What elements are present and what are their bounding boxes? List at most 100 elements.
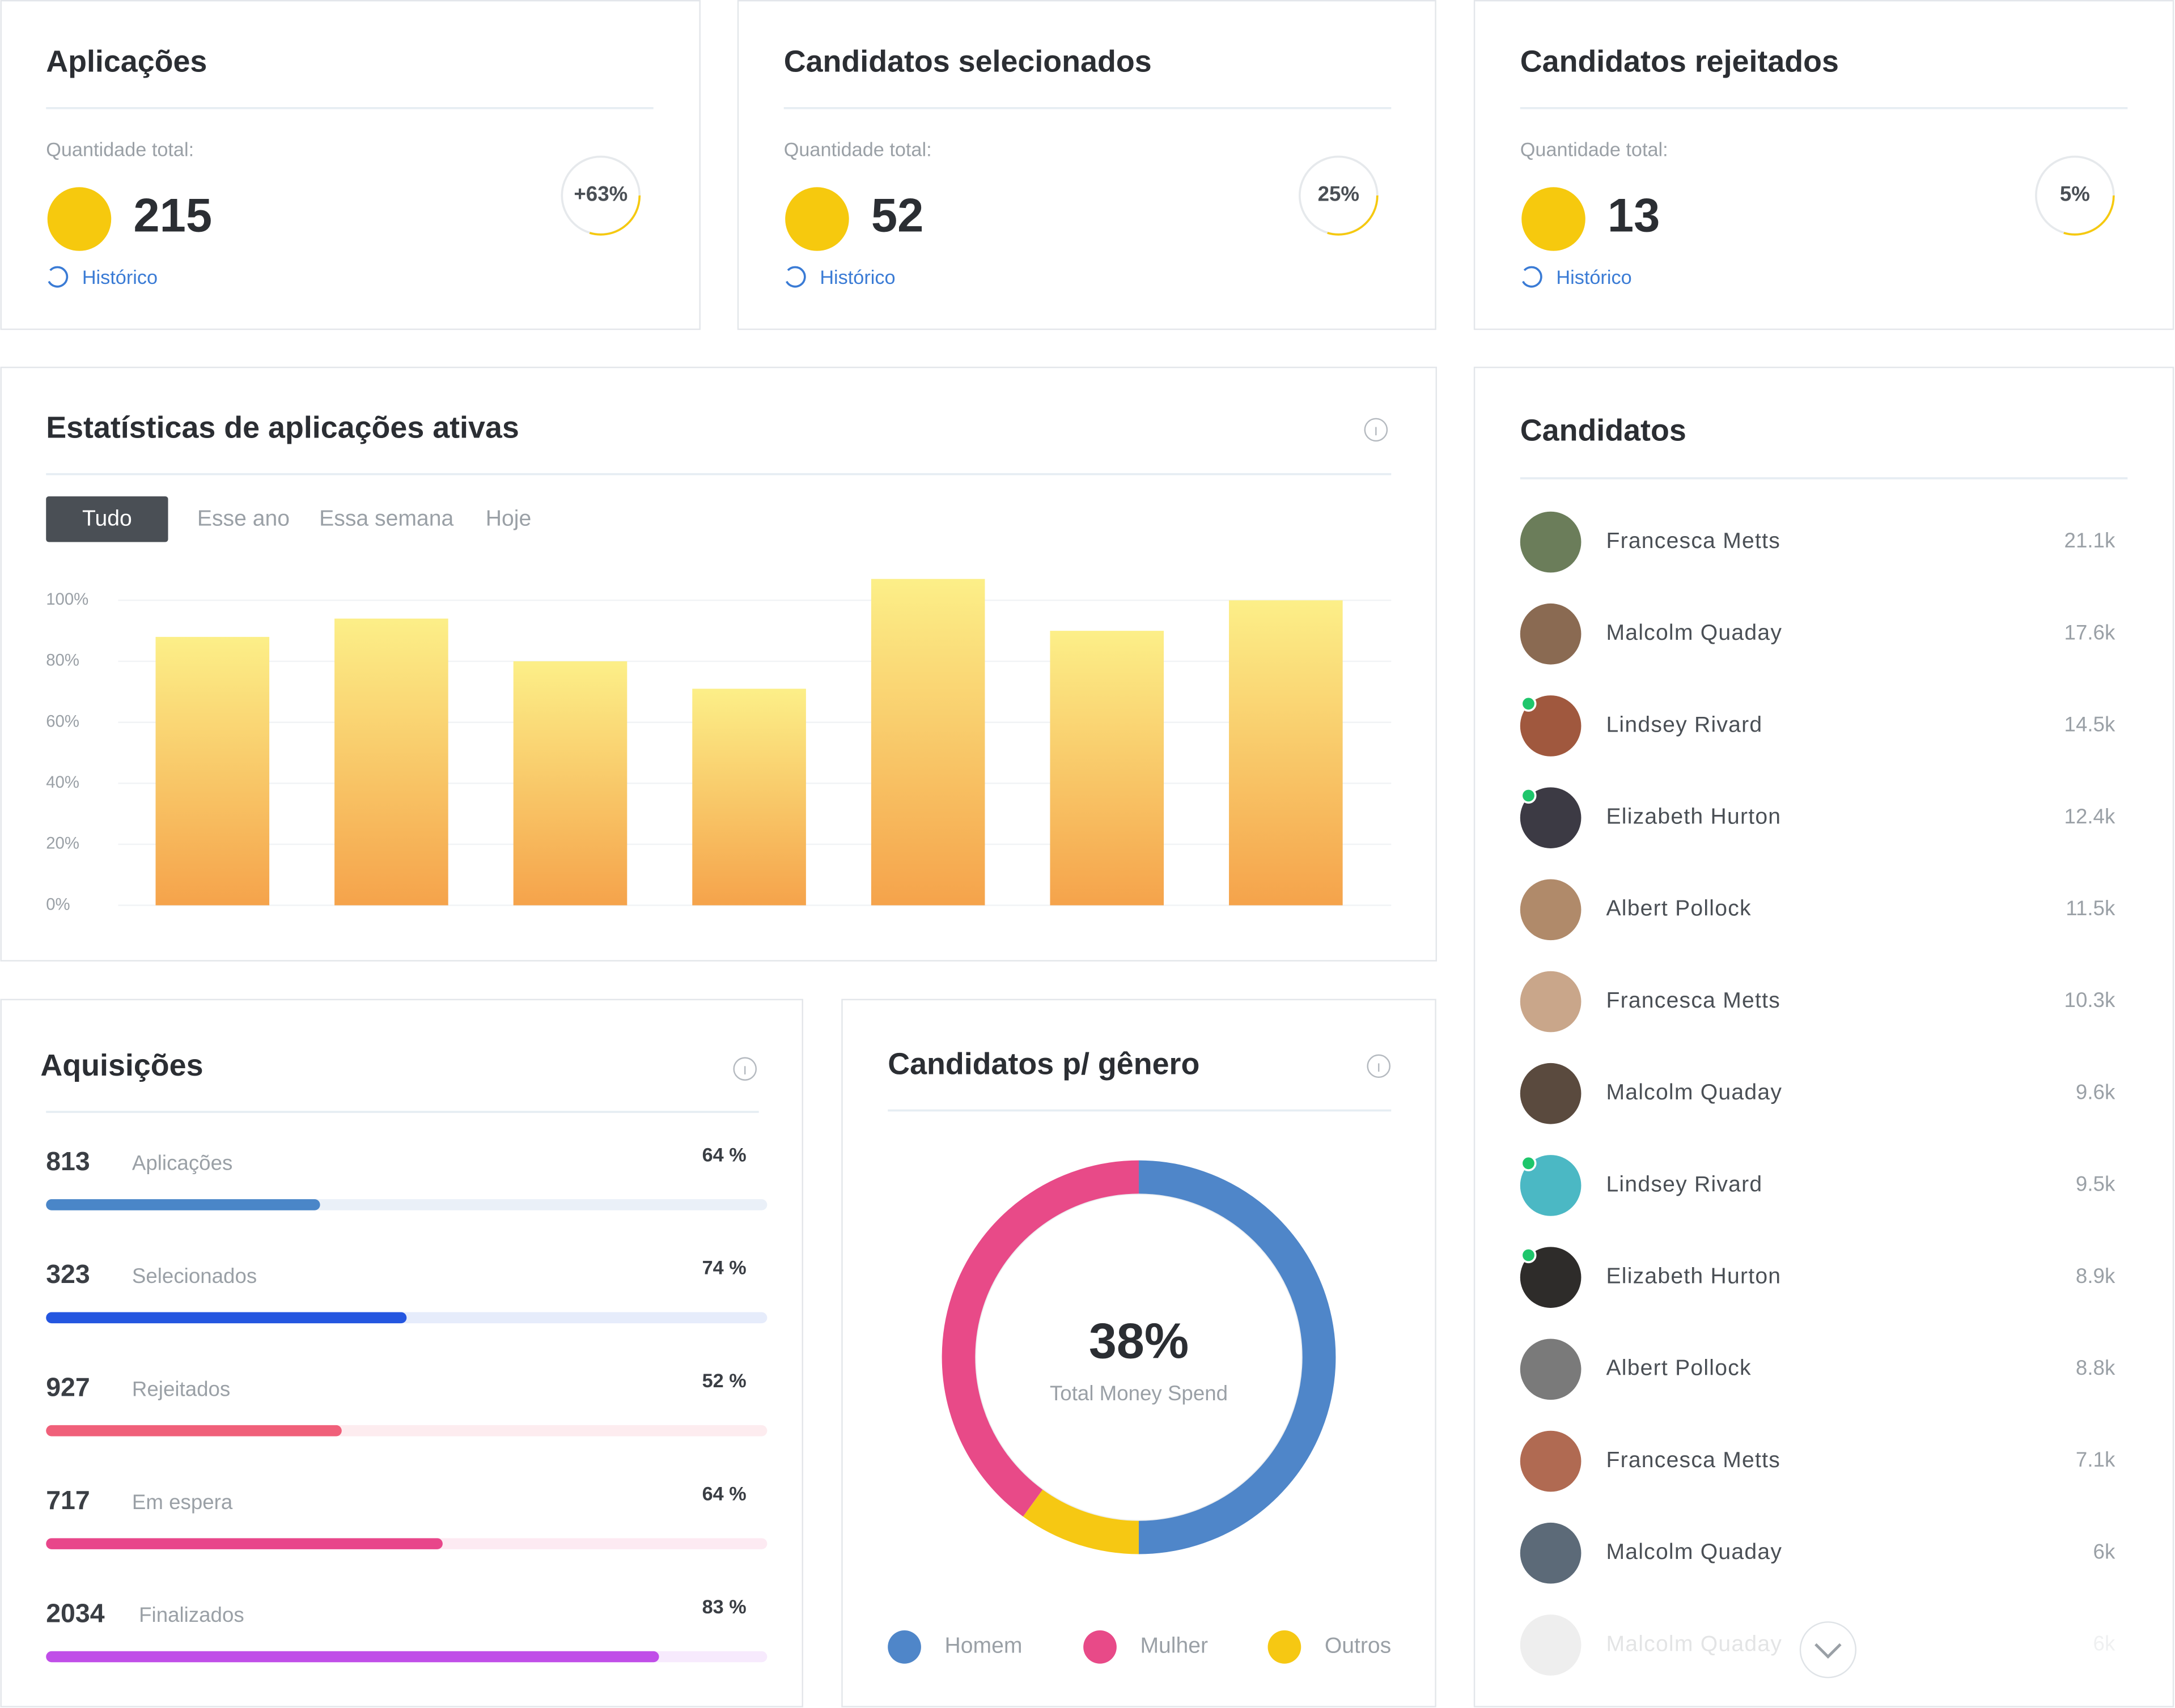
info-icon[interactable] bbox=[1367, 1054, 1391, 1078]
avatar bbox=[1520, 1614, 1582, 1676]
avatar bbox=[1520, 1155, 1582, 1216]
tab[interactable]: Essa semana bbox=[319, 507, 453, 531]
card-label: Quantidade total: bbox=[1520, 139, 1668, 161]
candidate-value: 6k bbox=[2093, 1540, 2115, 1563]
donut-segment bbox=[1138, 1160, 1336, 1554]
candidate-row[interactable]: Francesca Metts 7.1k bbox=[1520, 1430, 2115, 1492]
acq-label: Aplicações bbox=[132, 1152, 232, 1175]
candidate-value: 12.4k bbox=[2064, 805, 2115, 828]
candidate-row[interactable]: Francesca Metts 10.3k bbox=[1520, 971, 2115, 1033]
candidate-row[interactable]: Malcolm Quaday 6k bbox=[1520, 1614, 2115, 1676]
avatar bbox=[1520, 879, 1582, 941]
acq-label: Finalizados bbox=[139, 1603, 244, 1626]
candidate-value: 7.1k bbox=[2076, 1448, 2115, 1471]
avatar bbox=[1520, 511, 1582, 573]
candidate-value: 8.8k bbox=[2076, 1356, 2115, 1379]
candidate-name: Albert Pollock bbox=[1606, 1356, 1751, 1380]
card-value: 215 bbox=[133, 189, 212, 242]
progress-bar bbox=[46, 1425, 342, 1437]
candidate-name: Elizabeth Hurton bbox=[1606, 1264, 1781, 1288]
candidate-name: Lindsey Rivard bbox=[1606, 1172, 1762, 1196]
info-icon[interactable] bbox=[1364, 418, 1388, 442]
acq-count: 927 bbox=[46, 1373, 90, 1402]
candidate-name: Malcolm Quaday bbox=[1606, 1080, 1782, 1104]
avatar bbox=[1520, 1339, 1582, 1400]
avatar bbox=[1520, 1430, 1582, 1492]
history-link[interactable]: Histórico bbox=[1556, 267, 1631, 288]
avatar bbox=[1520, 787, 1582, 848]
candidate-row[interactable]: Malcolm Quaday 6k bbox=[1520, 1522, 2115, 1584]
avatar bbox=[1520, 1247, 1582, 1308]
legend-label: Outros bbox=[1325, 1634, 1391, 1658]
acq-count: 717 bbox=[46, 1485, 90, 1515]
candidate-row[interactable]: Elizabeth Hurton 12.4k bbox=[1520, 787, 2115, 848]
acq-label: Em espera bbox=[132, 1490, 233, 1514]
tab[interactable]: Tudo bbox=[82, 507, 132, 531]
online-dot bbox=[1520, 787, 1537, 804]
card-label: Quantidade total: bbox=[46, 139, 194, 161]
tab[interactable]: Esse ano bbox=[197, 507, 290, 531]
candidate-row[interactable]: Elizabeth Hurton 8.9k bbox=[1520, 1247, 2115, 1308]
candidate-name: Francesca Metts bbox=[1606, 1448, 1780, 1472]
info-icon[interactable] bbox=[733, 1057, 757, 1081]
donut-center-label: Total Money Spend bbox=[1050, 1382, 1228, 1405]
progress-bar bbox=[46, 1538, 443, 1549]
candidate-value: 6k bbox=[2093, 1632, 2115, 1655]
card bbox=[737, 0, 1436, 330]
avatar bbox=[1520, 971, 1582, 1033]
candidate-row[interactable]: Malcolm Quaday 17.6k bbox=[1520, 603, 2115, 665]
progress-bar bbox=[46, 1312, 407, 1324]
bar bbox=[155, 636, 270, 906]
candidate-row[interactable]: Malcolm Quaday 9.6k bbox=[1520, 1063, 2115, 1124]
candidate-value: 14.5k bbox=[2064, 713, 2115, 736]
candidate-row[interactable]: Albert Pollock 8.8k bbox=[1520, 1339, 2115, 1400]
avatar bbox=[1520, 603, 1582, 665]
card bbox=[1473, 0, 2174, 330]
acq-count: 2034 bbox=[46, 1598, 105, 1628]
candidate-name: Malcolm Quaday bbox=[1606, 621, 1782, 645]
candidate-row[interactable]: Albert Pollock 11.5k bbox=[1520, 879, 2115, 941]
y-tick-label: 20% bbox=[46, 834, 79, 853]
card-title: Candidatos selecionados bbox=[784, 45, 1152, 79]
history-link[interactable]: Histórico bbox=[820, 267, 895, 288]
badge-arc bbox=[1327, 195, 1379, 236]
candidate-name: Francesca Metts bbox=[1606, 529, 1780, 553]
history-link[interactable]: Histórico bbox=[82, 267, 158, 288]
status-dot bbox=[47, 187, 112, 251]
acq-count: 813 bbox=[46, 1146, 90, 1176]
candidate-row[interactable]: Francesca Metts 21.1k bbox=[1520, 511, 2115, 573]
status-dot bbox=[1521, 187, 1585, 251]
candidate-value: 10.3k bbox=[2064, 988, 2115, 1012]
candidate-name: Lindsey Rivard bbox=[1606, 712, 1762, 737]
candidate-name: Malcolm Quaday bbox=[1606, 1631, 1782, 1656]
scroll-down-button[interactable] bbox=[1799, 1621, 1857, 1679]
y-tick-label: 60% bbox=[46, 712, 79, 730]
card bbox=[1473, 367, 2174, 1707]
candidate-name: Albert Pollock bbox=[1606, 897, 1751, 921]
chart-title: Estatísticas de aplicações ativas bbox=[46, 411, 519, 445]
legend-swatch bbox=[888, 1630, 921, 1664]
badge-text: +63% bbox=[574, 182, 628, 206]
history-icon bbox=[1522, 266, 1542, 288]
candidate-value: 9.5k bbox=[2076, 1172, 2115, 1196]
acq-percent: 64 % bbox=[702, 1484, 747, 1505]
donut-segment bbox=[1023, 1489, 1139, 1554]
legend-swatch bbox=[1083, 1630, 1117, 1664]
candidate-row[interactable]: Lindsey Rivard 14.5k bbox=[1520, 695, 2115, 757]
progress-bar bbox=[46, 1199, 320, 1210]
y-tick-label: 80% bbox=[46, 651, 79, 670]
online-dot bbox=[1520, 1247, 1537, 1264]
candidate-row[interactable]: Lindsey Rivard 9.5k bbox=[1520, 1155, 2115, 1216]
tab-active[interactable] bbox=[46, 496, 168, 542]
card-value: 52 bbox=[871, 189, 924, 242]
card-label: Quantidade total: bbox=[784, 139, 932, 161]
online-dot bbox=[1520, 1155, 1537, 1171]
legend-label: Mulher bbox=[1140, 1634, 1208, 1658]
candidate-value: 8.9k bbox=[2076, 1264, 2115, 1288]
candidate-value: 9.6k bbox=[2076, 1080, 2115, 1103]
avatar bbox=[1520, 1063, 1582, 1124]
online-dot bbox=[1520, 695, 1537, 712]
acq-label: Rejeitados bbox=[132, 1377, 230, 1400]
tab[interactable]: Hoje bbox=[486, 507, 531, 531]
